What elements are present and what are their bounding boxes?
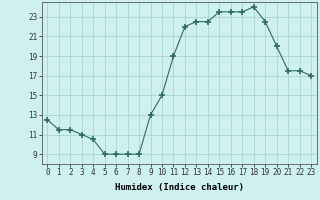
X-axis label: Humidex (Indice chaleur): Humidex (Indice chaleur) <box>115 183 244 192</box>
